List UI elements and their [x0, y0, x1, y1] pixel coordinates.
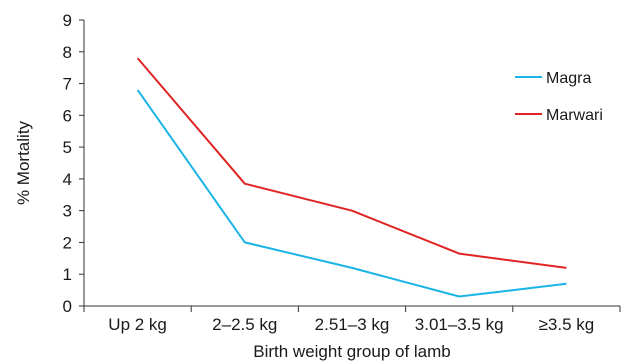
- x-tick-label: Up 2 kg: [108, 315, 167, 334]
- y-tick-label: 7: [63, 75, 72, 94]
- axes: [83, 20, 620, 307]
- y-tick-label: 6: [63, 106, 72, 125]
- y-tick-label: 9: [63, 11, 72, 30]
- y-tick-label: 5: [63, 138, 72, 157]
- y-tick-label: 8: [63, 43, 72, 62]
- y-tick-label: 3: [63, 202, 72, 221]
- x-tick-label: ≥3.5 kg: [539, 315, 595, 334]
- x-tick-label: 2.51–3 kg: [315, 315, 390, 334]
- x-tick-label: 2–2.5 kg: [212, 315, 277, 334]
- legend: Magra Marwari: [515, 70, 603, 124]
- x-axis-title: Birth weight group of lamb: [253, 342, 451, 361]
- series-line-magra: [136, 89, 567, 298]
- y-axis-title: % Mortality: [14, 120, 33, 205]
- x-ticks: Up 2 kg 2–2.5 kg 2.51–3 kg 3.01–3.5 kg ≥3.5 …: [83, 306, 621, 334]
- legend-label-magra: Magra: [546, 70, 591, 87]
- x-tick-label: 3.01–3.5 kg: [415, 315, 504, 334]
- y-tick-label: 0: [63, 297, 72, 316]
- series-lines: [136, 57, 567, 298]
- legend-label-marwari: Marwari: [546, 107, 603, 124]
- y-ticks: 0 1 2 3 4 5 6 7 8 9: [63, 11, 84, 316]
- y-tick-label: 1: [63, 265, 72, 284]
- series-line-marwari: [136, 57, 567, 269]
- y-tick-label: 2: [63, 233, 72, 252]
- y-tick-label: 4: [63, 170, 72, 189]
